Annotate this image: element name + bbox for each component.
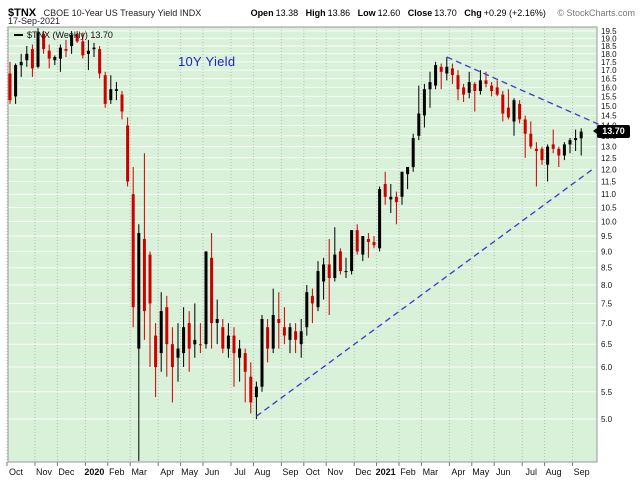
svg-text:2021: 2021 <box>376 467 396 477</box>
svg-text:15.5: 15.5 <box>601 92 617 101</box>
svg-text:Apr: Apr <box>451 467 465 477</box>
chg-value: +0.29 (+2.16%) <box>483 8 546 18</box>
svg-text:19.5: 19.5 <box>601 27 617 36</box>
last-price-tag: 13.70 <box>593 124 630 138</box>
svg-text:Feb: Feb <box>400 467 416 477</box>
svg-text:11.5: 11.5 <box>601 178 617 187</box>
svg-text:9.5: 9.5 <box>601 232 613 241</box>
svg-text:14.5: 14.5 <box>601 112 617 121</box>
svg-text:Jun: Jun <box>496 467 511 477</box>
high-value: 13.86 <box>327 8 351 18</box>
symbol-ticker: $TNX <box>8 7 37 19</box>
svg-text:13.0: 13.0 <box>601 143 617 152</box>
svg-text:10.5: 10.5 <box>601 204 617 213</box>
svg-text:8.5: 8.5 <box>601 264 613 273</box>
svg-text:May: May <box>181 467 199 477</box>
svg-text:Apr: Apr <box>160 467 174 477</box>
svg-text:Dec: Dec <box>58 467 75 477</box>
close-label: Close <box>407 8 433 18</box>
svg-text:Nov: Nov <box>327 467 344 477</box>
svg-text:Aug: Aug <box>546 467 562 477</box>
symbol-description: CBOE 10-Year US Treasury Yield INDX <box>43 8 202 18</box>
svg-text:6.0: 6.0 <box>601 363 613 372</box>
high-label: High <box>305 8 326 18</box>
svg-text:9.0: 9.0 <box>601 247 613 256</box>
svg-text:6.5: 6.5 <box>601 340 613 349</box>
svg-text:Feb: Feb <box>109 467 125 477</box>
svg-text:12.5: 12.5 <box>601 154 617 163</box>
svg-text:16.0: 16.0 <box>601 83 617 92</box>
svg-text:12.0: 12.0 <box>601 165 617 174</box>
copyright-text: © StockCharts.com <box>557 8 635 18</box>
chart-date: 17-Sep-2021 <box>8 16 61 26</box>
svg-text:18.5: 18.5 <box>601 42 617 51</box>
low-label: Low <box>357 8 376 18</box>
chart-legend: $TNX (Weekly) 13.70 <box>14 30 113 40</box>
svg-text:Aug: Aug <box>254 467 270 477</box>
svg-text:16.5: 16.5 <box>601 75 617 84</box>
quote-line: Open 13.38 High 13.86 Low 12.60 Close 13.70 … <box>246 8 549 18</box>
low-value: 12.60 <box>377 8 401 18</box>
svg-text:Sep: Sep <box>282 467 298 477</box>
svg-text:Jun: Jun <box>205 467 220 477</box>
svg-text:Jul: Jul <box>234 467 246 477</box>
svg-text:7.0: 7.0 <box>601 319 613 328</box>
svg-text:10.0: 10.0 <box>601 217 617 226</box>
svg-text:7.5: 7.5 <box>601 299 613 308</box>
svg-text:Oct: Oct <box>306 467 321 477</box>
svg-text:5.5: 5.5 <box>601 388 613 397</box>
title-group: $TNX CBOE 10-Year US Treasury Yield INDX <box>8 3 201 21</box>
svg-text:8.0: 8.0 <box>601 281 613 290</box>
svg-text:Dec: Dec <box>355 467 372 477</box>
svg-text:Jul: Jul <box>525 467 537 477</box>
svg-text:Mar: Mar <box>423 467 439 477</box>
close-value: 13.70 <box>434 8 457 18</box>
open-label: Open <box>250 8 274 18</box>
svg-text:17.5: 17.5 <box>601 58 617 67</box>
svg-text:Sep: Sep <box>574 467 590 477</box>
svg-text:17.0: 17.0 <box>601 66 617 75</box>
chart-header: $TNX CBOE 10-Year US Treasury Yield INDX… <box>8 3 635 21</box>
svg-text:Oct: Oct <box>9 467 24 477</box>
svg-text:11.0: 11.0 <box>601 190 617 199</box>
svg-text:Nov: Nov <box>36 467 53 477</box>
chart-annotation: 10Y Yield <box>178 53 236 69</box>
svg-text:Mar: Mar <box>131 467 147 477</box>
svg-text:19.0: 19.0 <box>601 34 617 43</box>
svg-text:5.0: 5.0 <box>601 415 613 424</box>
quote-group: Open 13.38 High 13.86 Low 12.60 Close 13.70 … <box>246 3 635 21</box>
svg-text:May: May <box>472 467 490 477</box>
legend-text: $TNX (Weekly) 13.70 <box>27 30 113 40</box>
legend-line-icon <box>14 34 23 36</box>
chg-label: Chg <box>464 8 482 18</box>
svg-text:15.0: 15.0 <box>601 102 617 111</box>
open-value: 13.38 <box>275 8 299 18</box>
svg-text:18.0: 18.0 <box>601 50 617 59</box>
svg-text:2020: 2020 <box>84 467 104 477</box>
